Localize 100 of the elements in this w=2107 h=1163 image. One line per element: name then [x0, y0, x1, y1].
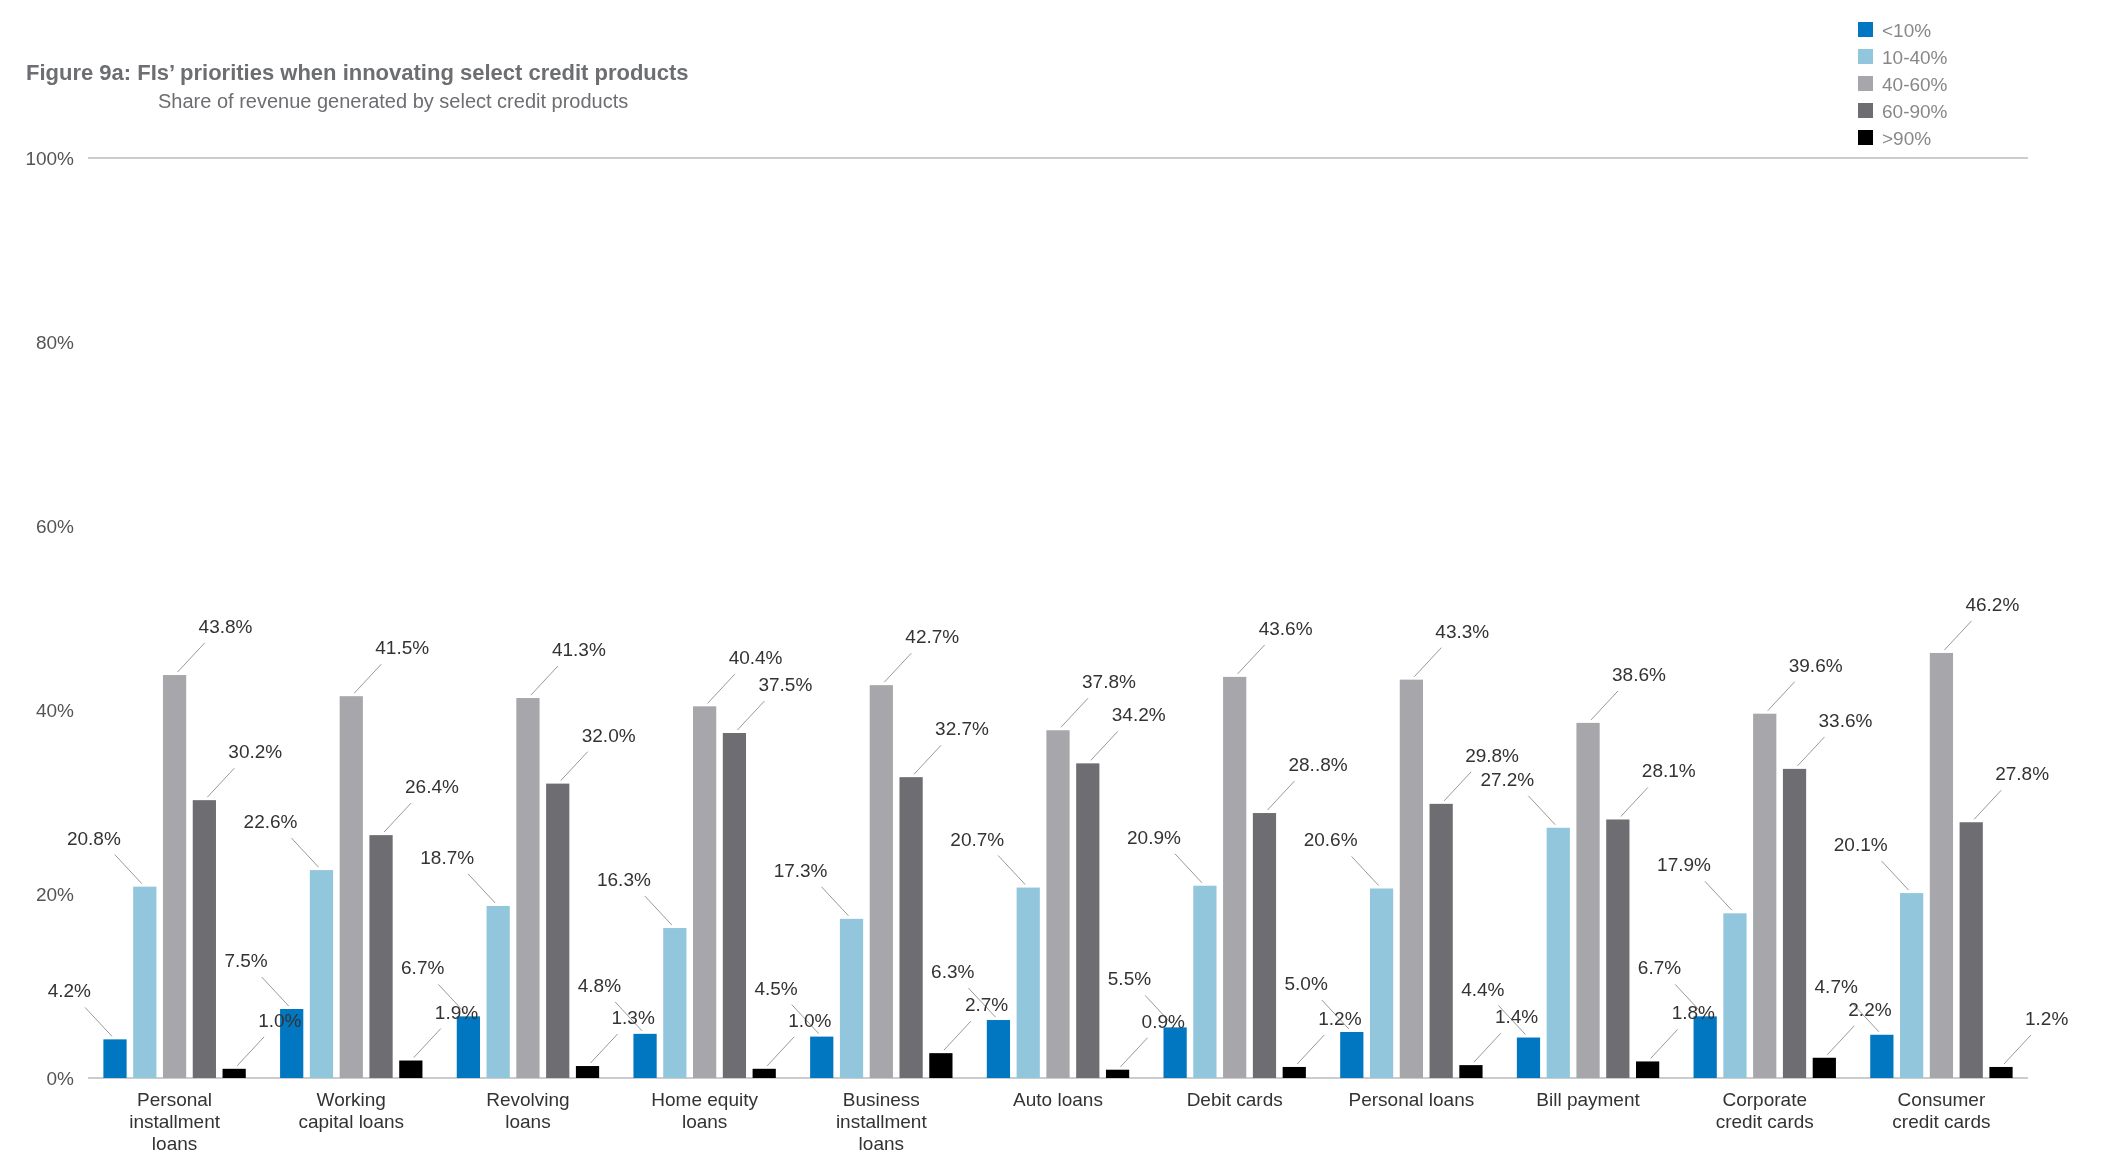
- data-label: 5.0%: [1284, 973, 1328, 994]
- data-label: 1.2%: [2025, 1007, 2069, 1029]
- bar: [1812, 1057, 1836, 1078]
- data-label: 4.5%: [754, 977, 798, 999]
- x-tick-label: Personal loans: [1348, 1089, 1475, 1110]
- y-tick-label: 20%: [35, 883, 75, 905]
- y-tick-label: 80%: [35, 331, 75, 353]
- bar: [752, 1068, 776, 1078]
- chart-title: Figure 9a: FIs’ priorities when innovating select credit products: [26, 60, 689, 85]
- data-label: 29.8%: [1465, 744, 1520, 766]
- data-label: 5.5%: [1107, 968, 1152, 990]
- x-tick-label: Debit cards: [1186, 1089, 1283, 1110]
- y-tick-label: 100%: [25, 147, 75, 169]
- bar: [222, 1068, 246, 1078]
- data-label: 17.3%: [773, 859, 828, 881]
- bar: [1223, 676, 1247, 1078]
- bar: [369, 835, 393, 1078]
- bar: [516, 698, 540, 1078]
- bar: [1459, 1065, 1483, 1078]
- x-tick-label: Business installment loans: [835, 1089, 928, 1154]
- data-label: 33.6%: [1818, 709, 1873, 731]
- bar: [899, 777, 923, 1078]
- bar: [1782, 768, 1807, 1078]
- x-tick-label: Consumer credit cards: [1892, 1089, 1991, 1132]
- data-label: 2.2%: [1848, 998, 1892, 1020]
- data-label: 42.7%: [905, 626, 960, 648]
- bar: [929, 1053, 953, 1078]
- data-label: 4.2%: [47, 980, 92, 1002]
- data-label: 1.4%: [1494, 1006, 1539, 1028]
- data-label: 6.3%: [931, 961, 975, 983]
- chart-subtitle: Share of revenue generated by select credit products: [158, 90, 629, 112]
- bar: [1282, 1066, 1306, 1078]
- bar: [810, 1036, 834, 1078]
- legend-label: 60-90%: [1882, 100, 1948, 122]
- x-tick-label: Revolving loans: [486, 1089, 570, 1132]
- legend-label: 10-40%: [1882, 46, 1948, 68]
- x-tick-label: Personal installment loans: [129, 1089, 221, 1154]
- bar: [339, 696, 363, 1078]
- bar: [1252, 813, 1277, 1078]
- data-label: 41.5%: [375, 637, 430, 659]
- bar: [309, 870, 334, 1078]
- data-label: 1.0%: [788, 1009, 832, 1031]
- bar: [486, 905, 510, 1078]
- x-tick-label: Bill payment: [1536, 1089, 1641, 1110]
- x-tick-label: Auto loans: [1013, 1089, 1103, 1110]
- bar: [1105, 1069, 1130, 1078]
- bar: [1429, 803, 1453, 1078]
- data-label: 1.0%: [258, 1009, 302, 1031]
- data-label: 27.8%: [1995, 763, 2050, 785]
- data-label: 0.9%: [1141, 1010, 1185, 1032]
- data-label: 20.1%: [1833, 834, 1888, 856]
- bar: [192, 800, 216, 1078]
- data-label: 1.3%: [611, 1007, 655, 1029]
- bar: [1989, 1066, 2013, 1078]
- bar: [1546, 827, 1570, 1078]
- y-tick-label: 60%: [35, 515, 75, 537]
- bar: [162, 675, 187, 1078]
- y-tick-label: 0%: [46, 1067, 75, 1089]
- bar: [1900, 893, 1924, 1078]
- data-label: 20.8%: [66, 827, 121, 849]
- data-label: 1.8%: [1671, 1002, 1716, 1024]
- bar: [1369, 888, 1394, 1078]
- data-label: 43.3%: [1435, 620, 1490, 642]
- data-label: 40.4%: [728, 647, 783, 669]
- data-label: 18.7%: [420, 846, 475, 868]
- bar: [1870, 1034, 1894, 1078]
- data-label: 16.3%: [596, 869, 651, 891]
- bar: [663, 928, 687, 1078]
- bar: [1046, 730, 1070, 1078]
- x-tick-label: Corporate credit cards: [1715, 1089, 1814, 1132]
- bar: [1016, 887, 1040, 1078]
- bar: [722, 733, 747, 1078]
- bar: [103, 1039, 127, 1078]
- y-tick-label: 40%: [35, 699, 75, 721]
- data-label: 6.7%: [1637, 957, 1682, 979]
- bar: [1753, 713, 1777, 1078]
- data-label: 43.8%: [198, 616, 253, 638]
- data-label: 37.5%: [758, 674, 813, 695]
- data-label: 26.4%: [405, 776, 460, 798]
- bar: [1576, 722, 1600, 1078]
- bar: [1193, 885, 1217, 1078]
- bar: [1723, 913, 1747, 1078]
- bar: [839, 918, 864, 1078]
- bar: [869, 685, 893, 1078]
- data-label: 27.2%: [1480, 768, 1535, 790]
- bar: [399, 1060, 423, 1078]
- bar: [1636, 1061, 1660, 1078]
- legend-label: 40-60%: [1882, 73, 1948, 95]
- data-label: 1.2%: [1318, 1007, 1362, 1029]
- data-label: 20.9%: [1127, 826, 1181, 848]
- bar: [1076, 763, 1100, 1078]
- bar: [1399, 679, 1423, 1078]
- data-label: 37.8%: [1082, 671, 1136, 693]
- bar: [633, 1033, 657, 1078]
- legend-label: >90%: [1882, 127, 1932, 149]
- data-label: 43.6%: [1258, 617, 1313, 639]
- data-label: 1.9%: [434, 1001, 479, 1023]
- data-label: 39.6%: [1788, 654, 1843, 676]
- data-label: 22.6%: [243, 811, 298, 833]
- bar: [1959, 822, 1983, 1078]
